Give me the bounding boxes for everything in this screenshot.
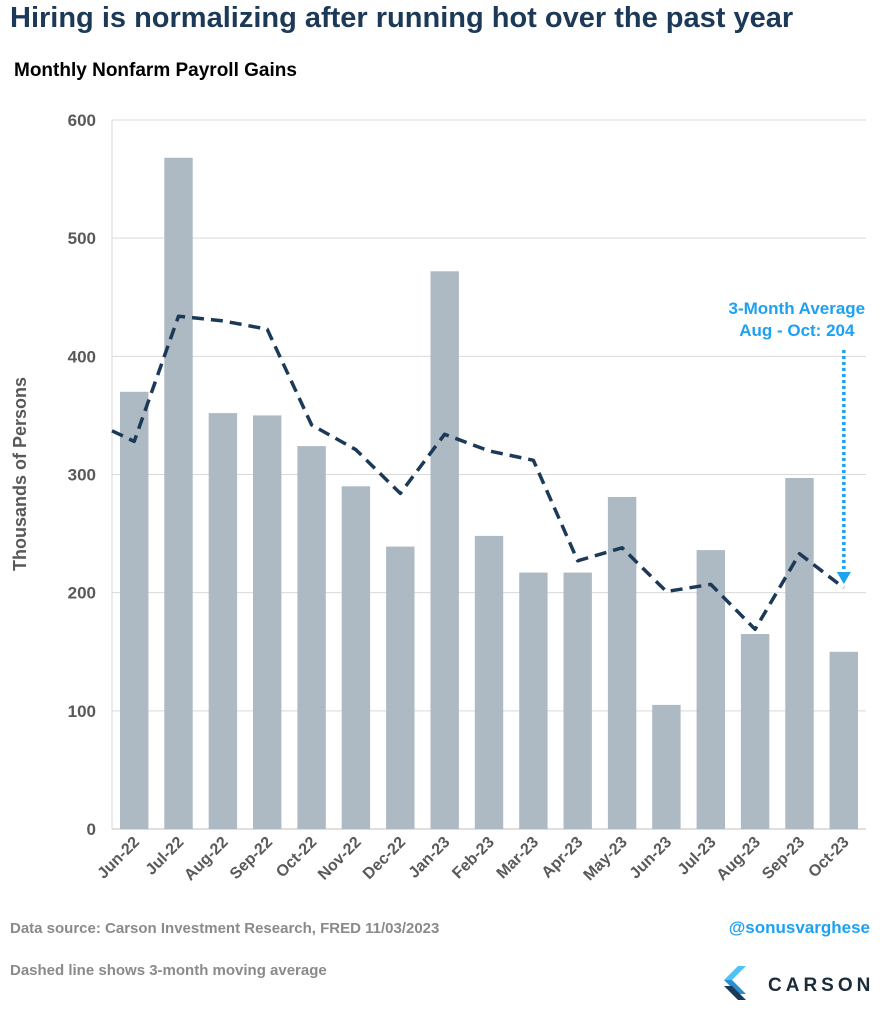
bar <box>297 446 326 829</box>
headline: Hiring is normalizing after running hot … <box>10 2 794 34</box>
x-tick-label: Feb-23 <box>449 834 498 883</box>
bar <box>253 415 282 829</box>
y-tick-label: 400 <box>68 347 96 366</box>
x-tick-label: Jan-23 <box>406 834 454 882</box>
x-tick-label: Jun-23 <box>627 834 676 883</box>
x-tick-label: Sep-22 <box>227 834 276 883</box>
bar <box>696 550 725 829</box>
bar <box>785 478 814 829</box>
carson-logo-text: CARSON <box>768 975 875 996</box>
x-tick-label: Sep-23 <box>759 834 808 883</box>
bar-series <box>120 157 858 830</box>
bar <box>120 391 149 829</box>
y-axis-title: Thousands of Persons <box>10 377 30 571</box>
bar <box>386 546 415 829</box>
data-source: Data source: Carson Investment Research,… <box>10 920 440 937</box>
bar <box>829 651 858 830</box>
moving-average-line <box>111 314 845 632</box>
bar <box>430 271 459 829</box>
y-tick-label: 600 <box>68 111 96 130</box>
y-tick-label: 300 <box>68 466 96 485</box>
bar <box>652 704 681 829</box>
bar <box>208 413 238 829</box>
bar <box>607 497 637 829</box>
payroll-chart: 0 100 200 300 400 500 600 Thousands of Persons… <box>10 111 866 884</box>
annotation-line-1: 3-Month Average <box>728 299 865 318</box>
x-tick-label: Oct-22 <box>273 834 320 881</box>
bar <box>474 535 504 829</box>
x-tick-label: Nov-22 <box>315 834 365 884</box>
x-tick-label: Mar-23 <box>494 834 543 883</box>
y-tick-label: 100 <box>68 702 96 721</box>
x-tick-label: Oct-23 <box>805 834 852 881</box>
bar <box>740 634 770 829</box>
y-tick-label: 200 <box>68 584 96 603</box>
author-handle[interactable]: @sonusvarghese <box>728 918 870 937</box>
x-tick-label: May-23 <box>581 834 631 884</box>
x-tick-label: Jun-22 <box>95 834 144 883</box>
y-tick-label: 0 <box>87 820 96 839</box>
x-tick-label: Aug-22 <box>181 834 231 884</box>
x-axis-ticks: Jun-22 Jul-22Aug-22Sep-22Oct-22Nov-22Dec-… <box>95 834 853 884</box>
y-tick-label: 500 <box>68 229 96 248</box>
bar <box>563 572 592 829</box>
x-tick-label: Dec-22 <box>360 834 409 883</box>
bar <box>341 486 371 829</box>
footnote: Dashed line shows 3-month moving average <box>10 962 327 979</box>
chart-title: Monthly Nonfarm Payroll Gains <box>14 60 297 81</box>
y-axis-ticks: 0 100 200 300 400 500 600 <box>68 111 96 839</box>
x-tick-label: Apr-23 <box>539 834 587 882</box>
bar <box>164 157 193 830</box>
annotation-arrowhead <box>836 571 851 584</box>
bar <box>519 572 548 829</box>
carson-logo: CARSON <box>724 966 874 1006</box>
annotation-line-2: Aug - Oct: 204 <box>739 321 855 340</box>
carson-logo-icon <box>724 966 746 1000</box>
average-annotation: 3-Month Average Aug - Oct: 204 <box>728 299 865 584</box>
x-tick-label: Aug-23 <box>714 834 764 884</box>
